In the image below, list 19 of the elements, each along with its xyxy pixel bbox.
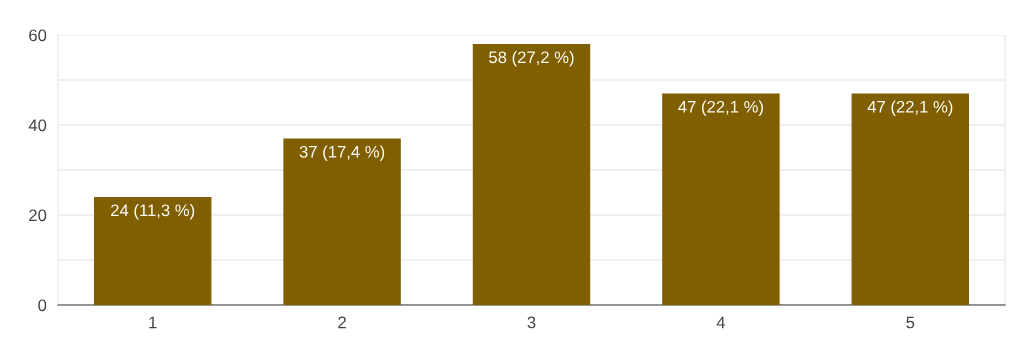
x-tick-label: 3: [527, 316, 536, 329]
data-label: 47 (22,1 %): [678, 100, 763, 116]
y-tick-label: 20: [29, 209, 47, 222]
x-tick-label: 4: [716, 316, 726, 329]
bar: [851, 93, 970, 305]
x-tick-label: 2: [338, 316, 346, 329]
bar: [472, 44, 591, 305]
x-tick-label: 1: [149, 316, 157, 329]
bar: [93, 197, 212, 305]
bar: [662, 93, 780, 305]
y-tick-label: 0: [38, 299, 47, 312]
data-label: 37 (17,4 %): [299, 145, 385, 161]
data-label: 58 (27,2 %): [489, 50, 574, 67]
y-tick-label: 40: [28, 119, 47, 132]
y-tick-label: 60: [29, 29, 47, 42]
bar: [283, 138, 401, 305]
data-label: 47 (22,1 %): [867, 100, 953, 116]
x-tick-label: 5: [906, 316, 915, 329]
data-label: 24 (11,3 %): [111, 203, 195, 220]
